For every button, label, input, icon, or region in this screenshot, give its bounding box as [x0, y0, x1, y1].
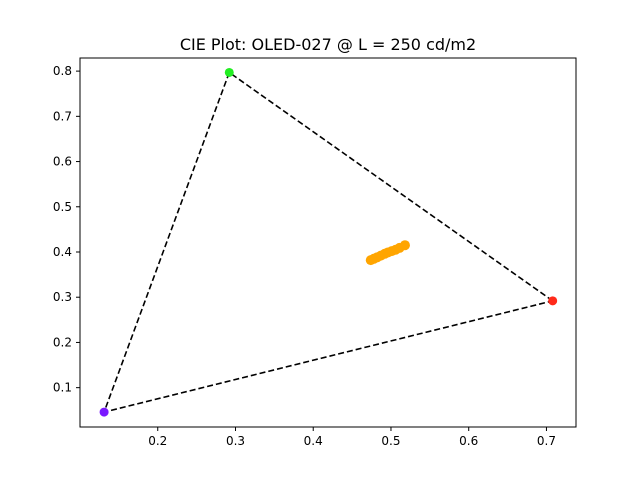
x-tick-label: 0.5 [381, 434, 400, 448]
y-tick-label: 0.4 [53, 245, 72, 259]
primary-point [224, 67, 234, 77]
x-tick-label: 0.7 [537, 434, 556, 448]
y-tick-label: 0.3 [53, 290, 72, 304]
x-tick-label: 0.3 [226, 434, 245, 448]
data-point [399, 240, 410, 251]
x-tick-label: 0.6 [459, 434, 478, 448]
y-tick-label: 0.8 [53, 64, 72, 78]
axes-frame [79, 57, 577, 428]
plot-area [99, 67, 558, 417]
x-tick-label: 0.4 [304, 434, 323, 448]
y-tick-label: 0.2 [53, 335, 72, 349]
chart-title: CIE Plot: OLED-027 @ L = 250 cd/m2 [180, 35, 476, 54]
y-axis: 0.1 0.2 0.3 0.4 0.5 0.6 0.7 0.8 [53, 64, 80, 395]
x-axis: 0.2 0.3 0.4 0.5 0.6 0.7 [148, 427, 556, 448]
gamut-triangle [102, 71, 555, 414]
y-tick-label: 0.6 [53, 155, 72, 169]
y-tick-label: 0.7 [53, 109, 72, 123]
y-tick-label: 0.1 [53, 381, 72, 395]
x-tick-label: 0.2 [148, 434, 167, 448]
y-tick-label: 0.5 [53, 200, 72, 214]
primary-point [548, 296, 558, 306]
primary-point [99, 407, 109, 417]
